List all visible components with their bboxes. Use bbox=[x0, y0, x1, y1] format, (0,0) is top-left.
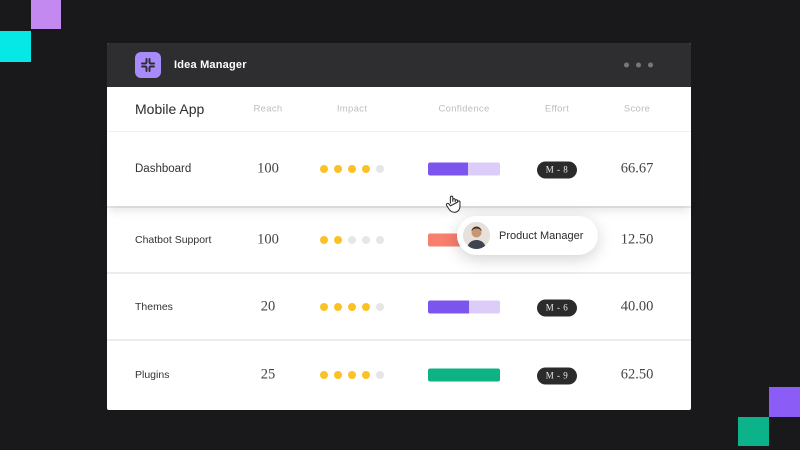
impact-dot-filled bbox=[320, 165, 328, 173]
impact-dot-filled bbox=[362, 302, 370, 311]
idea-name: Themes bbox=[135, 300, 173, 313]
avatar bbox=[463, 222, 490, 249]
window-header: Idea Manager bbox=[107, 43, 691, 87]
assignee-tooltip: Product Manager bbox=[457, 216, 598, 255]
idea-name: Plugins bbox=[135, 368, 170, 381]
column-header-impact: Impact bbox=[336, 103, 368, 115]
impact-dot-filled bbox=[320, 302, 328, 311]
board-title: Mobile App bbox=[135, 101, 205, 117]
decor-square-purple bbox=[769, 387, 800, 417]
confidence-cell bbox=[414, 300, 514, 313]
app-logo-icon bbox=[135, 52, 161, 78]
reach-value: 100 bbox=[257, 160, 279, 177]
impact-dot-filled bbox=[348, 370, 356, 379]
impact-dot-empty bbox=[376, 236, 384, 244]
row-divider bbox=[107, 206, 691, 208]
row-divider bbox=[107, 272, 691, 274]
score-value: 62.50 bbox=[620, 366, 654, 382]
impact-dot-filled bbox=[348, 302, 356, 311]
impact-rating[interactable] bbox=[302, 302, 402, 311]
impact-dot-filled bbox=[362, 370, 370, 379]
impact-dot-empty bbox=[376, 302, 384, 311]
decor-square-lilac bbox=[31, 0, 61, 29]
reach-value: 25 bbox=[260, 366, 276, 382]
table-row[interactable]: Dashboard 100 M - 8 66.67 bbox=[107, 132, 691, 206]
effort-badge: M - 9 bbox=[536, 367, 578, 384]
decor-square-cyan bbox=[0, 31, 31, 62]
idea-manager-window: Idea Manager Mobile App Reach Impact Con… bbox=[107, 43, 691, 410]
effort-badge: M - 8 bbox=[536, 161, 578, 179]
table-row[interactable]: Plugins 25 M - 9 62.50 bbox=[107, 341, 691, 408]
hand-pointer-cursor bbox=[444, 194, 462, 219]
score-value: 40.00 bbox=[620, 298, 654, 314]
impact-dot-empty bbox=[362, 236, 370, 244]
column-header-effort: Effort bbox=[544, 103, 570, 115]
table-header-row: Mobile App Reach Impact Confidence Effor… bbox=[107, 87, 691, 132]
table-row[interactable]: Chatbot Support 100 12.50 bbox=[107, 208, 691, 272]
impact-dot-filled bbox=[334, 302, 342, 311]
confidence-cell bbox=[414, 162, 514, 176]
impact-dot-filled bbox=[348, 165, 356, 173]
decor-square-green bbox=[738, 417, 769, 446]
confidence-cell bbox=[414, 368, 514, 381]
impact-dot-filled bbox=[334, 370, 342, 379]
impact-dot-filled bbox=[320, 236, 328, 244]
tooltip-label: Product Manager bbox=[499, 229, 584, 242]
confidence-bar bbox=[428, 368, 500, 381]
more-options-icon[interactable] bbox=[624, 62, 653, 68]
reach-value: 100 bbox=[257, 231, 279, 248]
effort-badge: M - 6 bbox=[536, 299, 578, 316]
idea-name: Chatbot Support bbox=[135, 234, 212, 246]
table-row[interactable]: Themes 20 M - 6 40.00 bbox=[107, 274, 691, 339]
confidence-bar bbox=[428, 300, 500, 313]
impact-dot-empty bbox=[348, 236, 356, 244]
column-header-reach: Reach bbox=[253, 103, 283, 115]
impact-dot-empty bbox=[376, 165, 384, 173]
impact-dot-empty bbox=[376, 370, 384, 379]
impact-dot-filled bbox=[320, 370, 328, 379]
row-divider bbox=[107, 339, 691, 341]
impact-rating[interactable] bbox=[302, 370, 402, 379]
column-header-confidence: Confidence bbox=[438, 103, 490, 115]
column-header-score: Score bbox=[623, 103, 651, 115]
impact-rating[interactable] bbox=[302, 236, 402, 244]
impact-dot-filled bbox=[362, 165, 370, 173]
impact-dot-filled bbox=[334, 165, 342, 173]
score-value: 12.50 bbox=[620, 231, 654, 248]
reach-value: 20 bbox=[260, 298, 276, 314]
confidence-bar bbox=[428, 162, 500, 176]
window-title: Idea Manager bbox=[174, 59, 247, 71]
idea-name: Dashboard bbox=[135, 163, 192, 175]
impact-dot-filled bbox=[334, 236, 342, 244]
score-value: 66.67 bbox=[620, 160, 654, 177]
impact-rating[interactable] bbox=[302, 165, 402, 173]
